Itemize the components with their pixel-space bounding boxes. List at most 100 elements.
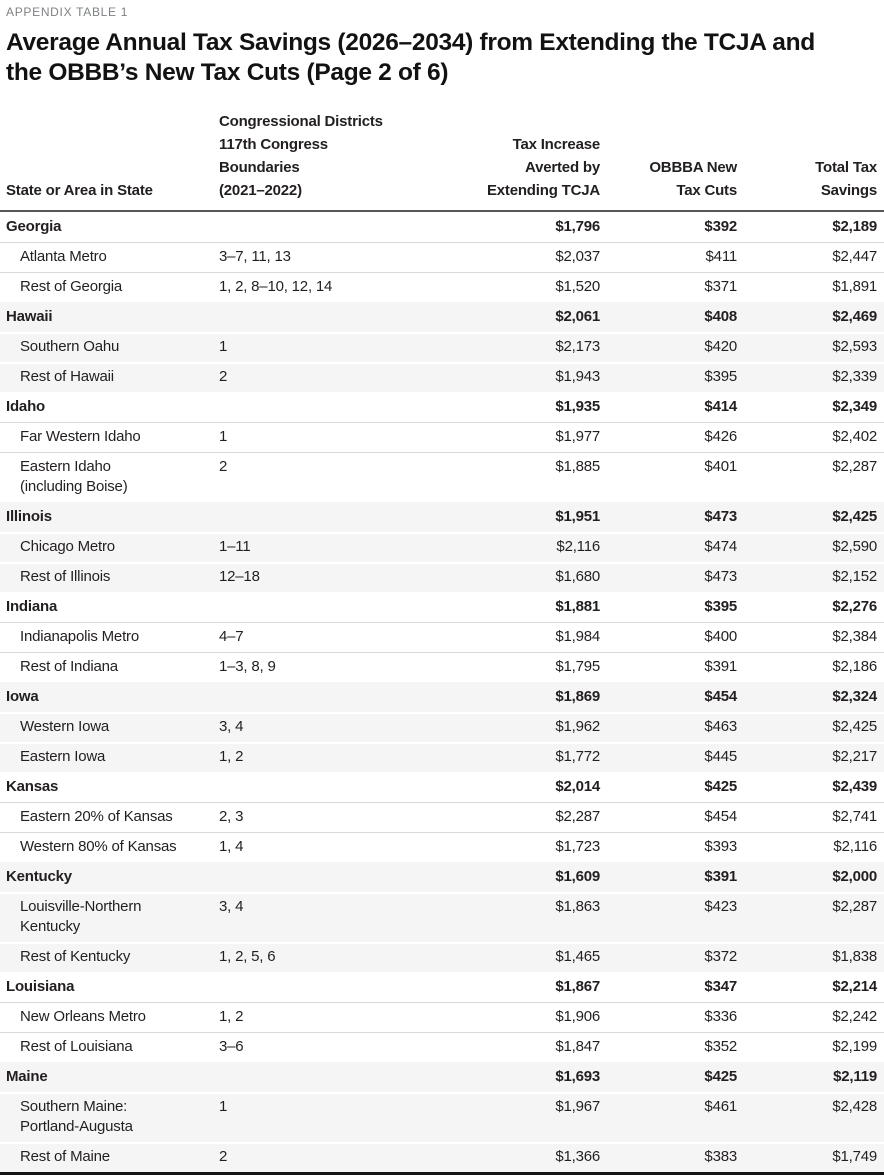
obbba-cell: $408 [704,308,737,325]
obbba-cell: $371 [704,278,737,295]
area-row: Far Western Idaho 1 $1,977 $426 $2,402 [0,422,884,452]
obbba-cell: $352 [704,1038,737,1055]
tcja-cell: $1,967 [555,1098,600,1115]
obbba-cell: $474 [704,538,737,555]
total-cell: $2,384 [832,628,877,645]
districts-cell: 3, 4 [219,718,244,735]
obbba-cell: $426 [704,428,737,445]
obbba-cell: $445 [704,748,737,765]
obbba-cell: $401 [704,458,737,475]
districts-cell: 2 [219,458,228,475]
area-row: Eastern Iowa 1, 2 $1,772 $445 $2,217 [0,742,884,772]
state-row: Illinois $1,951 $473 $2,425 [0,502,884,532]
total-cell: $2,000 [832,868,877,885]
obbba-cell: $400 [704,628,737,645]
total-cell: $2,214 [832,978,877,995]
districts-cell: 1, 2, 5, 6 [219,948,276,965]
total-cell: $2,741 [832,808,877,825]
total-cell: $2,593 [832,338,877,355]
districts-cell: 1 [219,428,228,445]
area-row: Atlanta Metro 3–7, 11, 13 $2,037 $411 $2,447 [0,242,884,272]
area-name-cell: Chicago Metro [20,538,115,555]
state-row: Georgia $1,796 $392 $2,189 [0,212,884,242]
area-name-cell: Rest of Louisiana [20,1038,133,1055]
tcja-cell: $1,962 [555,718,600,735]
districts-cell: 1 [219,1098,228,1115]
area-name-cell: New Orleans Metro [20,1008,146,1025]
tcja-cell: $2,116 [556,538,600,555]
obbba-cell: $420 [704,338,737,355]
districts-cell: 1, 2 [219,748,244,765]
area-row: Rest of Indiana 1–3, 8, 9 $1,795 $391 $2,186 [0,652,884,682]
area-row: Chicago Metro 1–11 $2,116 $474 $2,590 [0,532,884,562]
total-cell: $2,199 [832,1038,877,1055]
area-row: Eastern 20% of Kansas 2, 3 $2,287 $454 $2,74… [0,802,884,832]
total-cell: $2,469 [832,308,877,325]
districts-cell: 1, 2, 8–10, 12, 14 [219,278,333,295]
state-row: Idaho $1,935 $414 $2,349 [0,392,884,422]
tcja-cell: $1,977 [555,428,600,445]
area-name-cell: Rest of Illinois [20,568,111,585]
area-name-cell: Far Western Idaho [20,428,141,445]
tcja-cell: $2,173 [555,338,600,355]
tcja-cell: $1,943 [555,368,600,385]
total-cell: $2,590 [832,538,877,555]
obbba-cell: $473 [704,568,737,585]
districts-cell: 3–7, 11, 13 [219,248,291,265]
tcja-cell: $1,609 [555,868,600,885]
obbba-cell: $395 [704,368,737,385]
total-cell: $2,339 [832,368,877,385]
tcja-cell: $1,693 [555,1068,600,1085]
area-row: Rest of Hawaii 2 $1,943 $395 $2,339 [0,362,884,392]
area-name-cell: Rest of Hawaii [20,368,114,385]
obbba-cell: $347 [704,978,737,995]
area-row: Rest of Illinois 12–18 $1,680 $473 $2,152 [0,562,884,592]
area-name-cell: Southern Oahu [20,338,120,355]
districts-cell [213,862,403,867]
total-cell: $1,749 [832,1148,877,1165]
area-name-cell: Louisville-Northern Kentucky [20,898,142,935]
header-tcja-column: Tax Increase Averted by Extending TCJA [486,136,600,199]
area-row: Rest of Georgia 1, 2, 8–10, 12, 14 $1,520 $… [0,272,884,302]
districts-cell [213,212,403,217]
total-cell: $2,152 [832,568,877,585]
area-name-cell: Eastern Idaho (including Boise) [20,458,128,495]
area-name-cell: Atlanta Metro [20,248,107,265]
districts-cell: 1, 2 [219,1008,244,1025]
state-name-cell: Kansas [6,778,59,795]
state-name-cell: Idaho [6,398,45,415]
total-cell: $2,439 [832,778,877,795]
total-cell: $2,287 [832,898,877,915]
tcja-cell: $1,680 [555,568,600,585]
area-name-cell: Rest of Kentucky [20,948,131,965]
header-state-column: State or Area in State [6,182,153,199]
tcja-cell: $1,984 [555,628,600,645]
districts-cell: 2 [219,1148,228,1165]
tcja-cell: $1,881 [555,598,600,615]
area-name-cell: Rest of Indiana [20,658,118,675]
tcja-cell: $1,795 [555,658,600,675]
tcja-cell: $1,796 [555,218,600,235]
state-row: Kansas $2,014 $425 $2,439 [0,772,884,802]
total-cell: $2,242 [832,1008,877,1025]
tcja-cell: $1,869 [555,688,600,705]
header-districts-column: Congressional Districts 117th Congress B… [219,113,383,199]
tcja-cell: $2,061 [555,308,600,325]
obbba-cell: $463 [704,718,737,735]
page-title: Average Annual Tax Savings (2026–2034) f… [6,29,815,86]
obbba-cell: $391 [704,868,737,885]
tcja-cell: $1,867 [555,978,600,995]
state-row: Louisiana $1,867 $347 $2,214 [0,972,884,1002]
state-row: Maine $1,693 $425 $2,119 [0,1062,884,1092]
area-name-cell: Southern Maine: Portland-Augusta [20,1098,133,1135]
obbba-cell: $461 [704,1098,737,1115]
total-cell: $2,119 [833,1068,877,1085]
total-cell: $1,838 [832,948,877,965]
state-name-cell: Kentucky [6,868,72,885]
total-cell: $2,189 [832,218,877,235]
obbba-cell: $473 [704,508,737,525]
state-name-cell: Louisiana [6,978,75,995]
districts-cell [213,772,403,777]
state-row: Hawaii $2,061 $408 $2,469 [0,302,884,332]
obbba-cell: $391 [704,658,737,675]
